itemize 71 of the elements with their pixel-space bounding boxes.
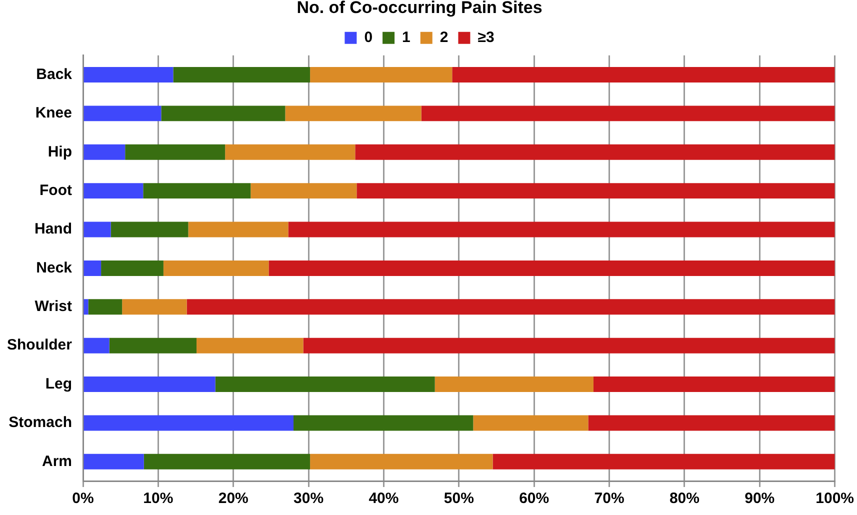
bar	[452, 67, 835, 82]
legend-label: ≥3	[478, 29, 494, 46]
x-tick-label: 70%	[594, 490, 624, 508]
x-tick-label: 40%	[368, 490, 399, 508]
bar	[84, 183, 144, 199]
legend-title: No. of Co-occurring Pain Sites	[296, 0, 542, 18]
bar	[355, 144, 835, 160]
y-tick-label: Hip	[48, 143, 72, 160]
y-tick-label: Foot	[40, 182, 72, 199]
bar	[492, 454, 835, 470]
bar	[173, 67, 310, 82]
bar	[84, 299, 88, 315]
y-tick-label: Hand	[34, 220, 72, 238]
bar	[101, 260, 164, 276]
bar	[84, 222, 111, 238]
y-tick-label: Leg	[45, 375, 72, 392]
bar	[294, 415, 474, 431]
bar	[84, 260, 102, 276]
bar	[310, 67, 452, 82]
x-tick-label: 20%	[218, 490, 248, 508]
x-tick-label: 0%	[72, 490, 94, 508]
bar	[186, 299, 835, 315]
x-tick-label: 90%	[744, 490, 775, 508]
legend-label: 0	[364, 29, 373, 46]
x-tick-label: 60%	[519, 490, 550, 508]
bar	[421, 106, 835, 122]
bar	[84, 415, 294, 431]
bar	[144, 454, 310, 470]
bar	[84, 338, 110, 354]
bar	[163, 260, 269, 276]
bar	[143, 183, 251, 199]
x-tick-label: 10%	[143, 490, 174, 508]
x-tick-label: 50%	[444, 490, 474, 508]
bar	[84, 67, 174, 82]
bar	[250, 183, 357, 199]
x-tick-label: 80%	[669, 490, 700, 508]
bar	[588, 415, 835, 431]
bar	[122, 299, 187, 315]
legend-label: 2	[440, 29, 448, 46]
bar	[593, 376, 835, 392]
bar	[88, 299, 122, 315]
y-tick-label: Back	[36, 66, 73, 83]
bar	[288, 222, 835, 238]
bar	[285, 106, 422, 122]
y-tick-label: Knee	[35, 104, 72, 122]
y-tick-label: Arm	[42, 452, 72, 470]
bar	[188, 222, 288, 238]
bar	[161, 106, 286, 122]
bar	[434, 376, 594, 392]
y-tick-label: Neck	[36, 259, 73, 276]
bar	[84, 144, 126, 160]
bar	[303, 338, 835, 354]
x-tick-label: 100%	[816, 490, 854, 508]
bar	[215, 376, 435, 392]
bar	[110, 222, 188, 238]
y-tick-label: Wrist	[34, 298, 72, 316]
bar	[310, 454, 493, 470]
bar	[196, 338, 304, 354]
x-tick-label: 30%	[294, 490, 324, 508]
bar	[84, 106, 162, 122]
bar	[84, 376, 216, 392]
bar	[125, 144, 226, 160]
legend-label: 1	[402, 29, 410, 46]
bar	[268, 260, 835, 276]
bar	[356, 183, 835, 199]
y-tick-label: Shoulder	[6, 336, 72, 354]
bar	[84, 454, 144, 470]
y-tick-label: Stomach	[8, 414, 72, 432]
bar	[225, 144, 356, 160]
bar	[109, 338, 197, 354]
bar	[473, 415, 588, 431]
